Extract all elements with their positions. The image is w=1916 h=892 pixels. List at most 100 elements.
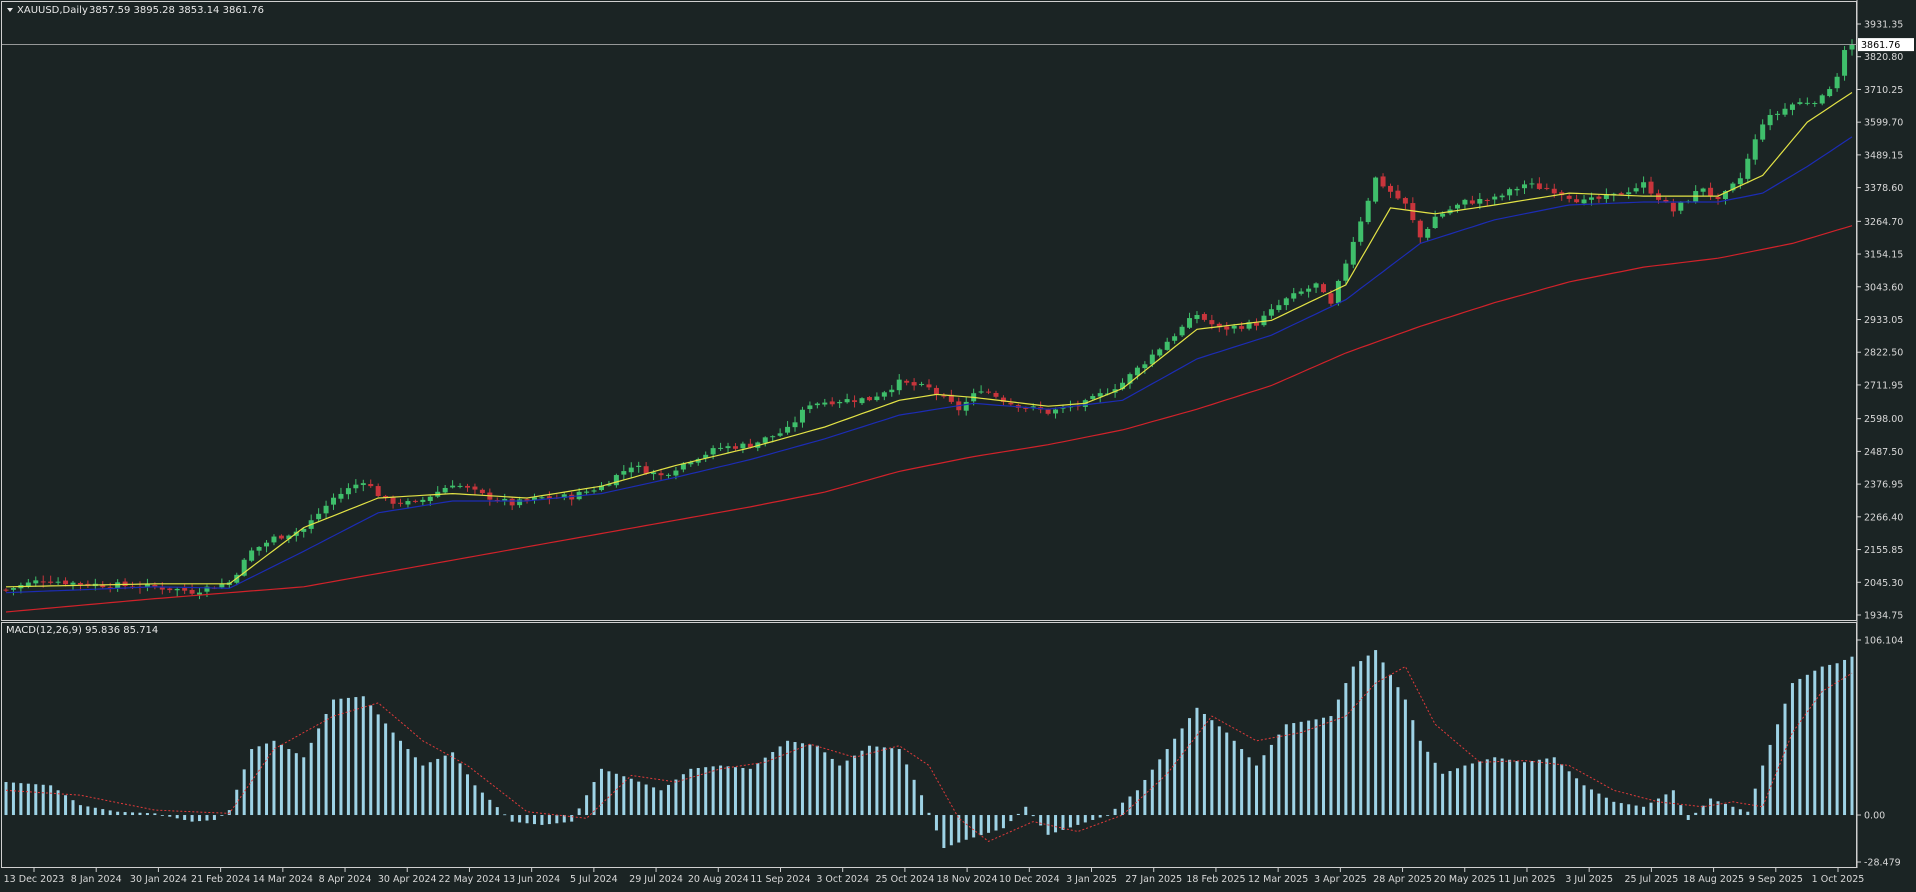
candle bbox=[1053, 407, 1059, 419]
candle bbox=[1626, 187, 1632, 199]
candle bbox=[584, 488, 590, 496]
candle bbox=[889, 385, 895, 397]
macd-bar bbox=[1165, 749, 1169, 816]
candle bbox=[338, 487, 344, 503]
price-tick-label: 1934.75 bbox=[1864, 611, 1903, 622]
price-tick-label: 3378.60 bbox=[1864, 183, 1903, 194]
candle bbox=[1566, 194, 1572, 203]
macd-bar bbox=[1567, 771, 1571, 816]
time-tick-label: 13 Dec 2023 bbox=[4, 874, 65, 885]
candle bbox=[182, 584, 188, 595]
candle bbox=[740, 441, 746, 454]
macd-signal-path bbox=[5, 665, 1853, 842]
macd-bar bbox=[1091, 815, 1095, 820]
current-price-box bbox=[1858, 38, 1914, 52]
macd-bar bbox=[882, 747, 886, 816]
symbol-timeframe-label[interactable]: XAUUSD,Daily bbox=[17, 5, 88, 16]
candle bbox=[1231, 323, 1237, 334]
candle bbox=[613, 473, 619, 488]
candle bbox=[241, 557, 247, 577]
symbol-dropdown-icon[interactable] bbox=[7, 8, 13, 12]
macd-bar bbox=[123, 812, 127, 816]
macd-bar bbox=[771, 752, 775, 816]
macd-bar bbox=[1798, 678, 1802, 816]
macd-bar bbox=[1843, 659, 1847, 816]
candle bbox=[1179, 324, 1185, 338]
macd-bar bbox=[1433, 762, 1437, 816]
macd-bar bbox=[1106, 815, 1110, 816]
candle bbox=[1276, 299, 1282, 313]
macd-bar bbox=[1173, 738, 1177, 816]
macd-bar bbox=[979, 815, 983, 836]
candle bbox=[1395, 184, 1401, 200]
macd-bar bbox=[942, 815, 946, 849]
candle bbox=[55, 577, 61, 586]
macd-bar bbox=[1716, 801, 1720, 816]
candle bbox=[837, 399, 843, 408]
macd-bar bbox=[793, 742, 797, 816]
candle bbox=[375, 483, 381, 498]
macd-bar bbox=[920, 795, 924, 816]
macd-bar bbox=[1031, 815, 1035, 817]
macd-bar bbox=[1232, 740, 1236, 816]
price-tick-label: 3264.70 bbox=[1864, 217, 1903, 228]
macd-bar bbox=[391, 732, 395, 816]
candle bbox=[1417, 219, 1423, 243]
candle bbox=[316, 508, 322, 523]
candle bbox=[1544, 183, 1550, 191]
time-tick-label: 18 Feb 2025 bbox=[1186, 874, 1245, 885]
macd-bar bbox=[1485, 759, 1489, 816]
candle bbox=[1254, 318, 1260, 331]
macd-tick-label: -28.479 bbox=[1864, 858, 1901, 869]
candle bbox=[1373, 176, 1379, 204]
price-tick-label: 3599.70 bbox=[1864, 118, 1903, 129]
macd-bar bbox=[324, 713, 328, 816]
macd-bar bbox=[696, 768, 700, 816]
macd-bar bbox=[860, 750, 864, 816]
macd-bar bbox=[741, 768, 745, 816]
macd-bar bbox=[949, 815, 953, 846]
candle bbox=[1745, 153, 1751, 184]
time-tick-label: 3 Jul 2025 bbox=[1565, 874, 1613, 885]
macd-bar bbox=[101, 809, 105, 816]
macd-bar bbox=[175, 815, 179, 819]
time-tick-label: 5 Jul 2024 bbox=[570, 874, 618, 885]
candle bbox=[1350, 236, 1356, 269]
candle bbox=[747, 438, 753, 449]
price-tick-label: 2266.40 bbox=[1864, 512, 1903, 523]
candle bbox=[874, 392, 880, 402]
macd-bar bbox=[674, 779, 678, 816]
macd-bar bbox=[1783, 703, 1787, 816]
macd-bar bbox=[830, 758, 834, 816]
macd-bar bbox=[369, 705, 373, 816]
candle bbox=[1321, 282, 1327, 294]
macd-bar bbox=[1292, 723, 1296, 816]
candle bbox=[1454, 203, 1460, 213]
candle bbox=[1291, 287, 1297, 302]
candle bbox=[926, 379, 932, 391]
macd-bar bbox=[302, 757, 306, 816]
candle bbox=[1603, 188, 1609, 203]
candle bbox=[1834, 73, 1840, 92]
candle bbox=[1283, 296, 1289, 311]
candle bbox=[1678, 201, 1684, 215]
candle bbox=[1268, 304, 1274, 319]
candle bbox=[1574, 194, 1580, 204]
time-tick-label: 18 Aug 2025 bbox=[1683, 874, 1744, 885]
price-tick-label: 2822.50 bbox=[1864, 348, 1903, 359]
macd-bar bbox=[927, 812, 931, 816]
macd-bar bbox=[1128, 796, 1132, 816]
candle bbox=[502, 493, 508, 506]
macd-tick-label: 106.104 bbox=[1864, 636, 1903, 647]
macd-bar bbox=[1776, 724, 1780, 816]
candle bbox=[465, 483, 470, 492]
macd-bar bbox=[257, 746, 261, 816]
macd-bar bbox=[339, 698, 343, 816]
macd-bar bbox=[599, 768, 603, 816]
macd-bar bbox=[577, 808, 581, 816]
macd-bar bbox=[1374, 650, 1378, 816]
macd-bar bbox=[786, 740, 790, 816]
macd-bar bbox=[957, 815, 961, 843]
